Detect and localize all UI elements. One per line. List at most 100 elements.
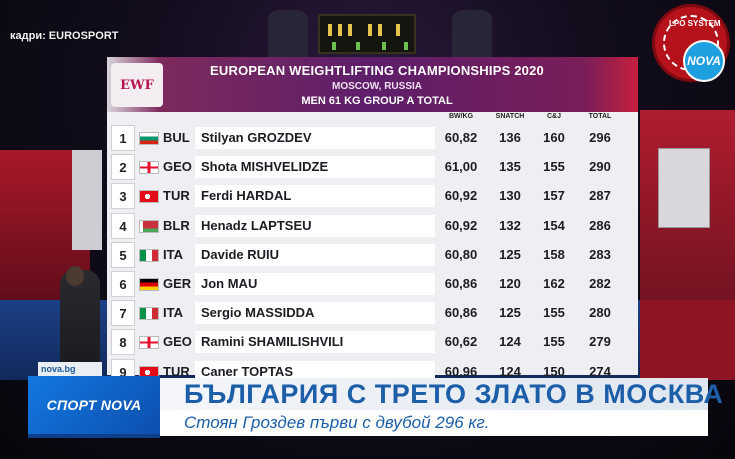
col-total: TOTAL (588, 113, 612, 120)
bul-flag-icon (139, 132, 159, 145)
subline-text: Стоян Гроздев първи с двубой 296 кг. (184, 413, 490, 432)
championship-location: MOSCOW, RUSSIA (331, 81, 422, 92)
country-code: ITA (163, 246, 183, 262)
table-row: 2 GEO Shota MISHVELIDZE 61,00 135 155 290 (111, 154, 634, 181)
clean-jerk-cell: 155 (543, 334, 565, 350)
subline-bar (160, 410, 708, 436)
nova-logo-text: NOVA (687, 54, 721, 68)
rank-cell: 6 (111, 271, 135, 297)
country-code: TUR (163, 188, 190, 204)
geo-flag-icon (139, 336, 159, 350)
clean-jerk-cell: 155 (543, 305, 565, 321)
arena-floor-red (640, 300, 735, 380)
banner-left (72, 150, 102, 250)
banner-right (658, 148, 710, 228)
bodyweight-cell: 60,82 (444, 130, 478, 145)
rank-cell: 4 (111, 212, 135, 239)
athlete-name-box: Stilyan GROZDEV (195, 127, 435, 149)
bodyweight-cell: 60,92 (444, 188, 478, 204)
column-headers: BW/KG SNATCH C&J TOTAL (107, 113, 638, 125)
championship-title: EUROPEAN WEIGHTLIFTING CHAMPIONSHIPS 202… (210, 63, 544, 78)
rank-cell: 2 (111, 154, 135, 181)
athlete-name-box: Jon MAU (195, 273, 435, 295)
nova-channel-logo: NOVA (683, 40, 725, 82)
headline-bar (160, 378, 708, 410)
tur-flag-icon (139, 190, 159, 204)
clean-jerk-cell: 150 (543, 363, 565, 379)
total-cell: 280 (589, 305, 611, 321)
athlete-name: Caner TOPTAS (201, 363, 293, 379)
sport-nova-logo: СПОРТ NOVA (28, 376, 160, 434)
athlete-name: Henadz LAPTSEU (201, 217, 312, 233)
athlete-name: Jon MAU (201, 276, 258, 291)
bodyweight-cell: 60,86 (444, 305, 478, 321)
rank-cell: 8 (111, 329, 135, 356)
athlete-name: Davide RUIU (201, 246, 280, 262)
athlete-name: Shota MISHVELIDZE (201, 159, 329, 175)
results-board: EWF EUROPEAN WEIGHTLIFTING CHAMPIONSHIPS… (107, 57, 638, 385)
athlete-name: Sergio MASSIDDA (201, 305, 315, 321)
total-cell: 282 (589, 276, 611, 291)
country-code: ITA (163, 305, 183, 321)
total-cell: 283 (589, 246, 611, 262)
table-row: 6 GER Jon MAU 60,86 120 162 282 (111, 271, 634, 297)
athlete-name-box: Henadz LAPTSEU (195, 214, 435, 237)
arena-scoreboard (318, 14, 416, 54)
clean-jerk-cell: 155 (543, 159, 565, 175)
country-code: GEO (163, 334, 192, 350)
athlete-name-box: Ramini SHAMILISHVILI (195, 331, 435, 354)
ita-flag-icon (139, 307, 159, 321)
clean-jerk-cell: 157 (543, 188, 565, 204)
table-row: 8 GEO Ramini SHAMILISHVILI 60,62 124 155 279 (111, 329, 634, 356)
ger-flag-icon (139, 278, 159, 291)
snatch-cell: 124 (499, 363, 521, 379)
lower-third-stripe (28, 434, 160, 438)
lpo-logo-text: LPO SYSTEM (669, 19, 721, 28)
total-cell: 287 (589, 188, 611, 204)
country-code: GEO (163, 159, 192, 175)
col-bw: BW/KG (448, 113, 474, 120)
bodyweight-cell: 60,96 (444, 363, 478, 379)
bodyweight-cell: 60,80 (444, 246, 478, 262)
rank-cell: 7 (111, 300, 135, 327)
bodyweight-cell: 60,92 (444, 217, 478, 233)
ita-flag-icon (139, 248, 159, 262)
snatch-cell: 124 (499, 334, 521, 350)
table-row: 7 ITA Sergio MASSIDDA 60,86 125 155 280 (111, 300, 634, 327)
athlete-name-box: Shota MISHVELIDZE (195, 156, 435, 179)
geo-flag-icon (139, 161, 159, 175)
table-row: 4 BLR Henadz LAPTSEU 60,92 132 154 286 (111, 212, 634, 239)
board-header: EWF EUROPEAN WEIGHTLIFTING CHAMPIONSHIPS… (107, 57, 638, 112)
rank-cell: 3 (111, 183, 135, 210)
clean-jerk-cell: 162 (543, 276, 565, 291)
snatch-cell: 135 (499, 159, 521, 175)
footage-credit: кадри: EUROSPORT (10, 30, 119, 42)
total-cell: 274 (589, 363, 611, 379)
blr-flag-icon (139, 219, 159, 233)
total-cell: 279 (589, 334, 611, 350)
official-person (60, 270, 100, 370)
snatch-cell: 132 (499, 217, 521, 233)
athlete-name-box: Ferdi HARDAL (195, 185, 435, 208)
snatch-cell: 120 (499, 276, 521, 291)
col-cj: C&J (546, 113, 561, 120)
rank-cell: 1 (111, 125, 135, 151)
snatch-cell: 125 (499, 305, 521, 321)
site-url: nova.bg (38, 362, 102, 376)
bodyweight-cell: 61,00 (444, 159, 478, 175)
federation-logo-text: EWF (120, 77, 154, 93)
clean-jerk-cell: 158 (543, 246, 565, 262)
table-row: 5 ITA Davide RUIU 60,80 125 158 283 (111, 241, 634, 268)
table-row: 1 BUL Stilyan GROZDEV 60,82 136 160 296 (111, 125, 634, 151)
bodyweight-cell: 60,86 (444, 276, 478, 291)
athlete-name: Stilyan GROZDEV (201, 130, 312, 145)
snatch-cell: 136 (499, 130, 521, 145)
clean-jerk-cell: 160 (543, 130, 565, 145)
athlete-name-box: Sergio MASSIDDA (195, 302, 435, 325)
bodyweight-cell: 60,62 (444, 334, 478, 350)
total-cell: 290 (589, 159, 611, 175)
federation-logo: EWF (111, 63, 163, 107)
country-code: TUR (163, 363, 190, 379)
snatch-cell: 130 (499, 188, 521, 204)
sport-nova-logo-text: СПОРТ NOVA (46, 397, 142, 413)
